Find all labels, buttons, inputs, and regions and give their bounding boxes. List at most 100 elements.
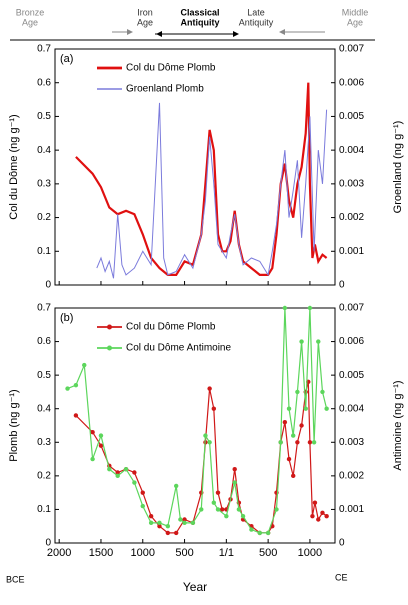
era-label: Age	[22, 17, 38, 27]
data-point	[291, 433, 296, 438]
y2-tick-label: 0.004	[339, 403, 364, 414]
data-point	[157, 524, 162, 529]
data-point	[148, 520, 154, 526]
data-point	[324, 513, 329, 519]
y-tick-label: 0	[45, 280, 51, 291]
data-point	[115, 473, 120, 479]
data-point	[98, 443, 104, 448]
plot-frame	[54, 307, 336, 544]
y2-tick-label: 0.002	[339, 470, 364, 481]
data-point	[173, 483, 179, 489]
data-point	[178, 517, 183, 522]
data-point	[299, 339, 304, 344]
y2-tick-label: 0.004	[339, 145, 364, 156]
data-point	[132, 480, 137, 485]
data-point	[236, 507, 242, 512]
data-point	[249, 527, 254, 532]
data-point	[299, 423, 304, 428]
y-tick-label: 0.2	[37, 212, 51, 223]
data-point	[123, 466, 129, 472]
data-point	[232, 480, 237, 485]
data-point	[324, 406, 329, 411]
y2-tick-label: 0.006	[339, 77, 364, 88]
y-tick-label: 0.7	[37, 44, 51, 55]
data-point	[165, 524, 171, 529]
y2-tick-label: 0.003	[339, 437, 364, 448]
y2-tick-label: 0.007	[339, 44, 364, 55]
y2-tick-label: 0.007	[339, 303, 364, 314]
y-tick-label: 0.5	[37, 370, 51, 381]
data-point	[157, 520, 162, 526]
y-tick-label: 0.3	[37, 178, 51, 189]
y-tick-label: 0.2	[37, 470, 51, 481]
y-tick-label: 0.5	[37, 111, 51, 122]
y2-tick-label: 0.003	[339, 178, 364, 189]
data-point	[295, 440, 300, 445]
y-tick-label: 0.3	[37, 437, 51, 448]
data-point	[207, 440, 212, 445]
data-point	[311, 440, 317, 445]
y-tick-label: 0.1	[37, 246, 51, 257]
data-point	[98, 433, 104, 438]
data-point	[274, 507, 279, 512]
data-point	[82, 362, 87, 368]
data-point	[148, 513, 154, 519]
data-point	[203, 433, 208, 438]
x-tick-label: 2000	[47, 547, 71, 559]
data-point	[265, 530, 271, 536]
legend-label: Groenland Plomb	[126, 84, 204, 95]
plot-frame	[54, 48, 336, 286]
data-point	[65, 386, 70, 391]
data-point	[215, 490, 221, 495]
data-point	[140, 503, 145, 509]
y2-tick-label: 0.001	[339, 504, 364, 515]
data-point	[295, 389, 300, 395]
y2-axis-label: Antimoine (ng g⁻¹)	[392, 380, 404, 470]
data-point	[182, 517, 187, 522]
data-point	[307, 305, 313, 311]
y-tick-label: 0.6	[37, 336, 51, 347]
x-axis-note: CE	[335, 572, 348, 582]
data-point	[320, 510, 325, 515]
x-tick-label: 500	[175, 547, 193, 559]
data-point	[211, 500, 217, 505]
data-point	[310, 513, 315, 519]
data-point	[190, 520, 196, 526]
data-point	[219, 507, 225, 512]
data-point	[140, 490, 145, 495]
x-tick-label: 1000	[298, 547, 322, 559]
x-axis-label: Year	[183, 580, 207, 594]
y-tick-label: 0	[45, 538, 51, 549]
y-tick-label: 0.1	[37, 504, 51, 515]
y2-tick-label: 0.005	[339, 111, 364, 122]
data-point	[73, 383, 79, 388]
legend-label: Col du Dôme Plomb	[126, 63, 216, 74]
data-point	[316, 517, 321, 522]
y-axis-label: Col du Dôme (ng g⁻¹)	[8, 114, 20, 219]
era-label: Bronze	[16, 7, 45, 17]
panel-label: (a)	[60, 53, 73, 65]
data-point	[291, 473, 296, 479]
data-point	[207, 386, 212, 391]
x-tick-label: 1000	[131, 547, 155, 559]
legend-marker	[107, 324, 112, 330]
legend-label: Col du Dôme Antimoine	[126, 343, 231, 354]
data-point	[320, 389, 325, 395]
era-label: Age	[137, 17, 153, 27]
series-line	[96, 102, 328, 279]
y2-tick-label: 0.005	[339, 370, 364, 381]
y2-tick-label: 0	[339, 538, 345, 549]
y-tick-label: 0.6	[37, 77, 51, 88]
data-point	[107, 466, 112, 472]
data-point	[90, 456, 95, 462]
data-point	[282, 305, 288, 311]
y2-axis-label: Groenland (ng g⁻¹)	[392, 121, 404, 214]
data-point	[199, 507, 204, 512]
series-line	[75, 82, 328, 276]
data-point	[224, 513, 229, 519]
data-point	[282, 419, 288, 425]
data-point	[115, 470, 120, 475]
data-point	[316, 339, 321, 344]
data-point	[215, 507, 221, 512]
